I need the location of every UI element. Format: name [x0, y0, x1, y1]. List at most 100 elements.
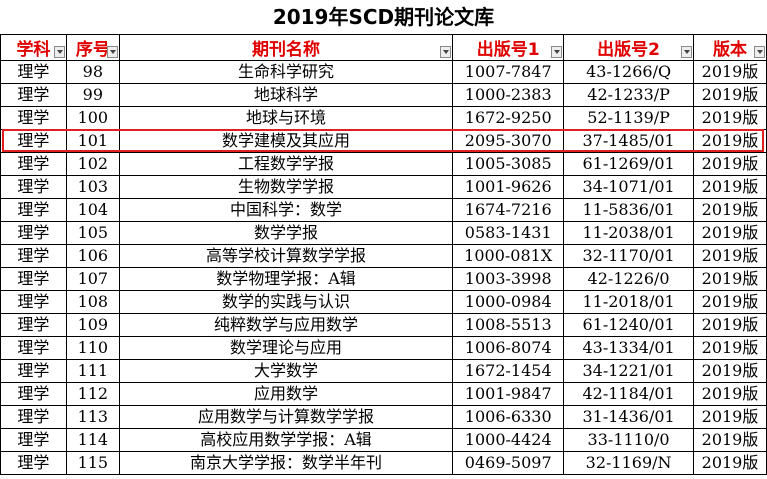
version-cell[interactable]: 2019版: [693, 451, 767, 475]
issn-cell[interactable]: 1006-6330: [452, 405, 565, 429]
cn-cell[interactable]: 52-1139/P: [563, 106, 695, 130]
subject-cell[interactable]: 理学: [0, 175, 67, 199]
version-cell[interactable]: 2019版: [693, 83, 767, 107]
journal-name-cell[interactable]: 生命科学研究: [118, 60, 454, 84]
cn-cell[interactable]: 32-1170/01: [563, 244, 695, 268]
version-cell[interactable]: 2019版: [693, 129, 767, 153]
index-cell[interactable]: 99: [65, 83, 120, 107]
index-cell[interactable]: 115: [65, 451, 120, 475]
subject-cell[interactable]: 理学: [0, 290, 67, 314]
index-cell[interactable]: 101: [65, 129, 120, 153]
issn-cell[interactable]: 2095-3070: [452, 129, 565, 153]
journal-name-cell[interactable]: 纯粹数学与应用数学: [118, 313, 454, 337]
index-cell[interactable]: 110: [65, 336, 120, 360]
issn-cell[interactable]: 0469-5097: [452, 451, 565, 475]
subject-cell[interactable]: 理学: [0, 267, 67, 291]
journal-name-cell[interactable]: 生物数学学报: [118, 175, 454, 199]
issn-cell[interactable]: 1672-1454: [452, 359, 565, 383]
issn-cell[interactable]: 1005-3085: [452, 152, 565, 176]
index-cell[interactable]: 109: [65, 313, 120, 337]
version-cell[interactable]: 2019版: [693, 382, 767, 406]
journal-name-cell[interactable]: 高等学校计算数学学报: [118, 244, 454, 268]
index-cell[interactable]: 102: [65, 152, 120, 176]
journal-name-cell[interactable]: 数学学报: [118, 221, 454, 245]
version-cell[interactable]: 2019版: [693, 290, 767, 314]
version-cell[interactable]: 2019版: [693, 60, 767, 84]
subject-cell[interactable]: 理学: [0, 83, 67, 107]
subject-cell[interactable]: 理学: [0, 405, 67, 429]
journal-name-cell[interactable]: 数学建模及其应用: [118, 129, 454, 153]
cn-cell[interactable]: 42-1226/0: [563, 267, 695, 291]
filter-dropdown-icon[interactable]: [551, 46, 563, 58]
subject-cell[interactable]: 理学: [0, 198, 67, 222]
filter-dropdown-icon[interactable]: [53, 46, 65, 58]
issn-cell[interactable]: 1007-7847: [452, 60, 565, 84]
version-cell[interactable]: 2019版: [693, 152, 767, 176]
issn-cell[interactable]: 1006-8074: [452, 336, 565, 360]
index-cell[interactable]: 98: [65, 60, 120, 84]
subject-cell[interactable]: 理学: [0, 244, 67, 268]
version-cell[interactable]: 2019版: [693, 313, 767, 337]
journal-name-cell[interactable]: 地球科学: [118, 83, 454, 107]
journal-name-cell[interactable]: 数学理论与应用: [118, 336, 454, 360]
issn-cell[interactable]: 1000-2383: [452, 83, 565, 107]
journal-name-cell[interactable]: 南京大学学报：数学半年刊: [118, 451, 454, 475]
index-cell[interactable]: 100: [65, 106, 120, 130]
version-cell[interactable]: 2019版: [693, 244, 767, 268]
issn-cell[interactable]: 1008-5513: [452, 313, 565, 337]
cn-cell[interactable]: 34-1071/01: [563, 175, 695, 199]
cn-cell[interactable]: 43-1266/Q: [563, 60, 695, 84]
index-cell[interactable]: 113: [65, 405, 120, 429]
cn-cell[interactable]: 43-1334/01: [563, 336, 695, 360]
subject-cell[interactable]: 理学: [0, 129, 67, 153]
filter-dropdown-icon[interactable]: [440, 46, 452, 58]
issn-cell[interactable]: 1003-3998: [452, 267, 565, 291]
index-cell[interactable]: 114: [65, 428, 120, 452]
subject-cell[interactable]: 理学: [0, 221, 67, 245]
subject-cell[interactable]: 理学: [0, 336, 67, 360]
version-cell[interactable]: 2019版: [693, 106, 767, 130]
index-cell[interactable]: 106: [65, 244, 120, 268]
cn-cell[interactable]: 37-1485/01: [563, 129, 695, 153]
issn-cell[interactable]: 1000-0984: [452, 290, 565, 314]
subject-cell[interactable]: 理学: [0, 60, 67, 84]
subject-cell[interactable]: 理学: [0, 359, 67, 383]
journal-name-cell[interactable]: 大学数学: [118, 359, 454, 383]
index-cell[interactable]: 107: [65, 267, 120, 291]
version-cell[interactable]: 2019版: [693, 175, 767, 199]
version-cell[interactable]: 2019版: [693, 428, 767, 452]
journal-name-cell[interactable]: 中国科学：数学: [118, 198, 454, 222]
journal-name-cell[interactable]: 数学的实践与认识: [118, 290, 454, 314]
index-cell[interactable]: 111: [65, 359, 120, 383]
version-cell[interactable]: 2019版: [693, 198, 767, 222]
journal-name-cell[interactable]: 应用数学: [118, 382, 454, 406]
subject-cell[interactable]: 理学: [0, 451, 67, 475]
version-cell[interactable]: 2019版: [693, 267, 767, 291]
subject-cell[interactable]: 理学: [0, 152, 67, 176]
filter-dropdown-icon[interactable]: [106, 46, 118, 58]
journal-name-cell[interactable]: 工程数学学报: [118, 152, 454, 176]
journal-name-cell[interactable]: 数学物理学报：A辑: [118, 267, 454, 291]
issn-cell[interactable]: 1000-081X: [452, 244, 565, 268]
subject-cell[interactable]: 理学: [0, 428, 67, 452]
index-cell[interactable]: 104: [65, 198, 120, 222]
journal-name-cell[interactable]: 地球与环境: [118, 106, 454, 130]
cn-cell[interactable]: 61-1240/01: [563, 313, 695, 337]
journal-name-cell[interactable]: 应用数学与计算数学学报: [118, 405, 454, 429]
subject-cell[interactable]: 理学: [0, 382, 67, 406]
journal-name-cell[interactable]: 高校应用数学学报：A辑: [118, 428, 454, 452]
cn-cell[interactable]: 11-2038/01: [563, 221, 695, 245]
issn-cell[interactable]: 1000-4424: [452, 428, 565, 452]
issn-cell[interactable]: 0583-1431: [452, 221, 565, 245]
issn-cell[interactable]: 1672-9250: [452, 106, 565, 130]
subject-cell[interactable]: 理学: [0, 106, 67, 130]
index-cell[interactable]: 112: [65, 382, 120, 406]
index-cell[interactable]: 103: [65, 175, 120, 199]
cn-cell[interactable]: 11-2018/01: [563, 290, 695, 314]
cn-cell[interactable]: 42-1233/P: [563, 83, 695, 107]
version-cell[interactable]: 2019版: [693, 405, 767, 429]
cn-cell[interactable]: 34-1221/01: [563, 359, 695, 383]
cn-cell[interactable]: 61-1269/01: [563, 152, 695, 176]
version-cell[interactable]: 2019版: [693, 359, 767, 383]
issn-cell[interactable]: 1001-9626: [452, 175, 565, 199]
